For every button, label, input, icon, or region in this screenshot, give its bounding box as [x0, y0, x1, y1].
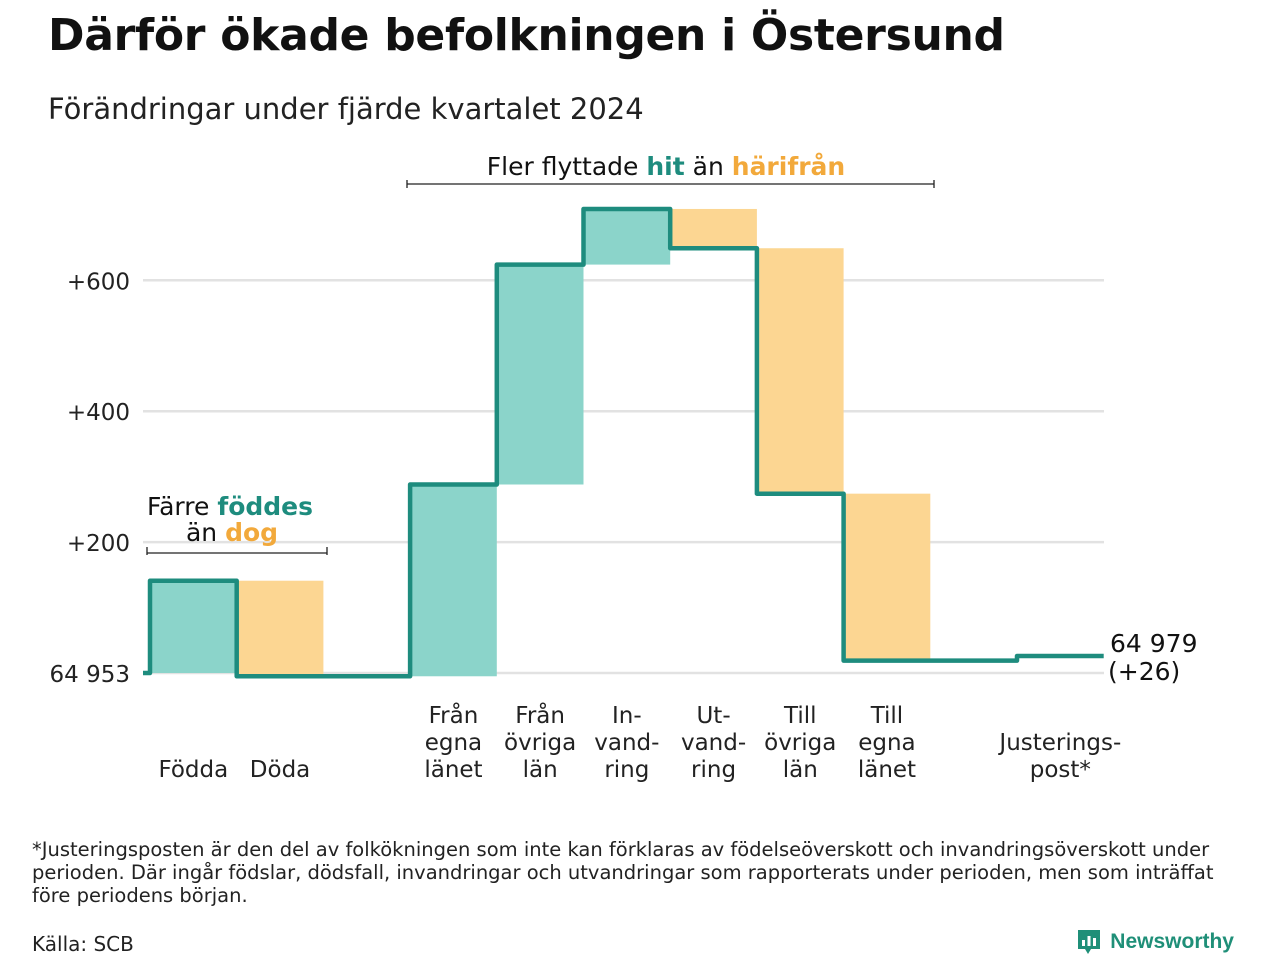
newsworthy-logo-icon	[1078, 930, 1101, 954]
source-label: Källa: SCB	[32, 932, 134, 956]
waterfall-bar	[583, 208, 671, 265]
brand: Newsworthy	[1076, 928, 1234, 956]
waterfall-bar	[236, 580, 324, 677]
natural-bracket	[146, 547, 328, 555]
chart-title: Därför ökade befolkningen i Östersund	[48, 10, 1005, 61]
x-category-label: Till egna länet	[858, 703, 916, 783]
footnote: *Justeringsposten är den del av folkökni…	[32, 838, 1214, 907]
y-tick-label: +600	[67, 269, 130, 295]
waterfall-bar	[496, 264, 584, 485]
migration-bracket	[406, 180, 935, 188]
x-category-label: Justerings-post*	[997, 730, 1121, 783]
y-tick-label: +200	[67, 531, 130, 557]
x-category-label: In-vand-ring	[594, 703, 659, 783]
waterfall-bar	[670, 208, 757, 249]
waterfall-bar	[756, 248, 844, 494]
chart-subtitle: Förändringar under fjärde kvartalet 2024	[48, 92, 644, 126]
x-category-label: Från övriga län	[504, 701, 576, 783]
natural-change-annotation: Färre föddes	[147, 492, 313, 521]
x-category-label: Födda	[158, 757, 228, 783]
waterfall-bar	[150, 580, 237, 673]
x-category-label: Till övriga län	[764, 703, 836, 783]
migration-annotation: Fler flyttade hit än härifrån	[487, 152, 845, 181]
baseline-label: 64 953	[50, 662, 130, 688]
x-category-label: Ut-vand-ring	[681, 703, 746, 783]
waterfall-bar	[843, 493, 931, 661]
natural-change-annotation-line2: än dog	[186, 518, 278, 547]
end-change-label: (+26)	[1108, 657, 1180, 686]
y-tick-label: +400	[67, 400, 130, 426]
waterfall-bar	[410, 484, 497, 677]
brand-name: Newsworthy	[1110, 930, 1234, 953]
end-value-label: 64 979	[1110, 629, 1197, 658]
x-category-label: Från egna länet	[424, 701, 482, 783]
x-category-label: Döda	[250, 757, 310, 783]
waterfall-chart: +200 +400 +600 64 953 Födda Döda Från egna länet…	[50, 152, 1198, 783]
cumulative-step-line	[143, 206, 1104, 679]
